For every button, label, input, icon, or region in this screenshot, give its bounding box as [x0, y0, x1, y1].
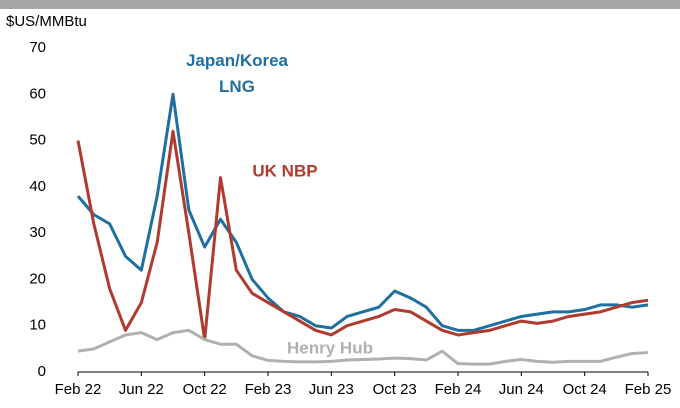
y-tick-label: 60 — [29, 85, 46, 102]
series-line — [76, 92, 649, 332]
series-label: Japan/Korea LNG — [186, 51, 289, 96]
series-line — [77, 328, 649, 366]
y-tick-label: 20 — [29, 270, 46, 287]
series-label: UK NBP — [252, 161, 317, 180]
x-tick-label: Oct 23 — [373, 381, 417, 398]
top-bar — [0, 0, 680, 9]
y-tick-label: 30 — [29, 224, 46, 241]
y-axis-label: $US/MMBtu — [6, 13, 87, 30]
x-tick-label: Feb 25 — [625, 381, 672, 398]
y-tick-label: 70 — [29, 39, 46, 56]
series-line — [76, 129, 649, 342]
series-label: Henry Hub — [287, 338, 373, 357]
x-tick-label: Feb 24 — [435, 381, 482, 398]
series-label-line: LNG — [219, 77, 255, 96]
x-tick-label: Oct 22 — [183, 381, 227, 398]
y-tick-label: 50 — [29, 132, 46, 149]
y-tick-label: 0 — [38, 363, 46, 380]
series-label-line: Japan/Korea — [186, 51, 289, 70]
x-tick-label: Feb 22 — [55, 381, 102, 398]
y-tick-label: 40 — [29, 178, 46, 195]
x-tick-label: Feb 23 — [245, 381, 292, 398]
x-tick-label: Jun 23 — [309, 381, 354, 398]
x-tick-label: Jun 22 — [119, 381, 164, 398]
y-tick-label: 10 — [29, 317, 46, 334]
x-tick-label: Oct 24 — [563, 381, 607, 398]
x-tick-label: Jun 24 — [499, 381, 544, 398]
